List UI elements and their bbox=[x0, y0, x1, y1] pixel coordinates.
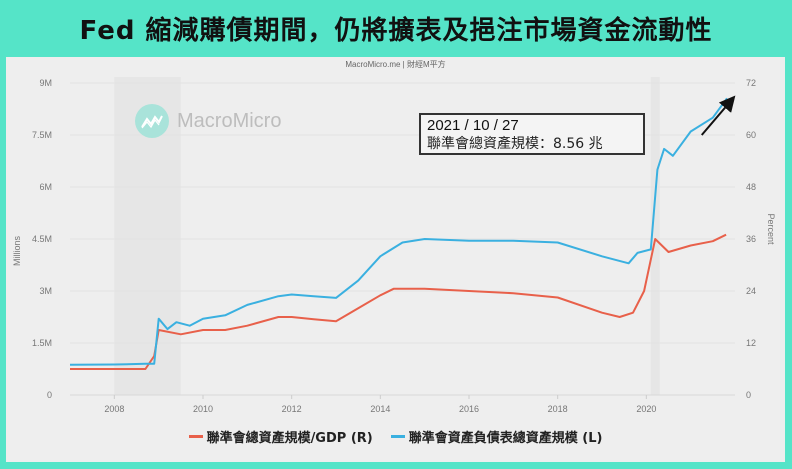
y-right-tick: 48 bbox=[746, 182, 756, 192]
x-tick: 2020 bbox=[636, 404, 656, 414]
y-right-tick: 0 bbox=[746, 390, 751, 400]
source-label: MacroMicro.me | 財經M平方 bbox=[345, 60, 446, 69]
annotation-value: 聯準會總資產規模：8.56 兆 bbox=[427, 136, 603, 152]
recession-band bbox=[650, 77, 660, 395]
y-right-title: Percent bbox=[766, 213, 776, 245]
legend-item-total-assets[interactable]: 聯準會資產負債表總資產規模 (L) bbox=[390, 427, 603, 446]
watermark-text: MacroMicro bbox=[177, 109, 282, 132]
y-left-title: Millions bbox=[12, 236, 22, 267]
annotation-box: 2021 / 10 / 27 聯準會總資產規模：8.56 兆 bbox=[419, 113, 645, 155]
trend-arrow-icon bbox=[700, 95, 736, 136]
x-tick: 2012 bbox=[282, 404, 302, 414]
y-left-tick: 9M bbox=[39, 78, 52, 88]
macromicro-logo-icon bbox=[135, 104, 169, 138]
y-right-tick: 24 bbox=[746, 286, 756, 296]
legend-swatch-blue bbox=[390, 435, 405, 438]
chart-panel: MacroMicro.me | 財經M平方 0 0 1.5M 12 3M 24 4.5M 36… bbox=[6, 57, 785, 462]
y-right-tick: 12 bbox=[746, 338, 756, 348]
y-left-tick: 4.5M bbox=[32, 234, 52, 244]
y-right-tick: 72 bbox=[746, 78, 756, 88]
x-tick: 2014 bbox=[370, 404, 390, 414]
y-left-tick: 0 bbox=[47, 390, 52, 400]
series-line-1 bbox=[69, 97, 728, 366]
line-chart: 0 0 1.5M 12 3M 24 4.5M 36 6M 48 7.5M 60 9M 72 2008 2010… bbox=[12, 77, 776, 414]
chart-title: Fed 縮減購債期間，仍將擴表及挹注市場資金流動性 bbox=[79, 15, 713, 46]
legend-item-gdp-ratio[interactable]: 聯準會總資產規模/GDP (R) bbox=[188, 427, 373, 446]
y-left-tick: 1.5M bbox=[32, 338, 52, 348]
x-tick: 2008 bbox=[104, 404, 124, 414]
y-right-tick: 60 bbox=[746, 130, 756, 140]
y-left-tick: 6M bbox=[39, 182, 52, 192]
x-tick: 2016 bbox=[459, 404, 479, 414]
y-right-tick: 36 bbox=[746, 234, 756, 244]
legend-label: 聯準會總資產規模/GDP (R) bbox=[206, 431, 373, 446]
watermark-logo: MacroMicro bbox=[135, 104, 281, 138]
y-left-tick: 7.5M bbox=[32, 130, 52, 140]
legend-label: 聯準會資產負債表總資產規模 (L) bbox=[408, 431, 603, 446]
legend-swatch-red bbox=[188, 435, 203, 438]
legend: 聯準會總資產規模/GDP (R) 聯準會資產負債表總資產規模 (L) bbox=[6, 427, 785, 446]
annotation-date: 2021 / 10 / 27 bbox=[427, 117, 519, 134]
x-tick: 2010 bbox=[193, 404, 213, 414]
y-left-tick: 3M bbox=[39, 286, 52, 296]
series-line-0 bbox=[70, 233, 727, 370]
x-tick: 2018 bbox=[548, 404, 568, 414]
